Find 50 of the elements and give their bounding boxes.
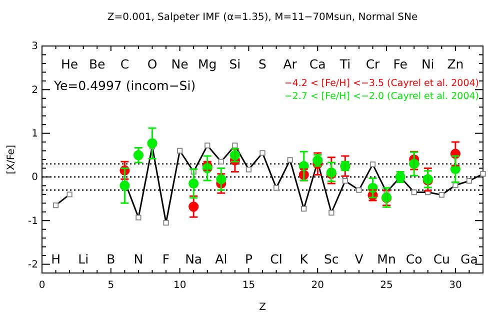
annotation: Na [185,251,202,266]
annotation: Al [215,251,228,266]
annotation: K [300,251,309,266]
x-tick-label: 10 [173,280,186,292]
annotation: Sc [324,251,339,266]
y-axis-title: [X/Fe] [6,144,17,174]
annotation: Ye=0.4997 (incom−Si) [53,78,196,93]
annotation: Fe [393,56,408,72]
annotation: Ne [171,56,189,72]
annotation: Ca [309,56,326,72]
annotation: Si [229,56,241,72]
annotation: Mn [377,251,396,266]
annotation: Mg [198,56,217,72]
annotation: V [354,251,364,266]
x-axis-title: Z [259,302,266,313]
annotation: Be [88,56,106,72]
y-tick-label: 2 [32,84,38,96]
annotation: He [61,56,78,72]
annotation: Ga [460,251,478,266]
x-tick-label: 15 [242,280,256,292]
annotation: S [258,56,267,72]
annotation: Ar [283,56,298,72]
annotation: Ti [338,56,351,72]
x-tick-label: 30 [449,280,462,292]
annotation: F [162,251,170,266]
annotation: H [51,251,60,266]
x-tick-label: 5 [108,280,114,292]
annotation: Co [406,251,422,266]
annotation: Cu [433,251,450,266]
text: −4.2 < [Fe/H] <−3.5 (Cayrel et al. 2004) [284,78,479,89]
annotation: Ni [421,56,434,72]
annotation: Cr [366,56,381,72]
y-tick-label: 0 [32,172,38,184]
x-tick-label: 25 [380,280,393,292]
annotation: Zn [447,56,464,72]
annotation: P [244,251,253,266]
y-tick-label: -2 [28,259,38,270]
x-tick-label: 0 [38,280,46,292]
annotation: O [147,56,158,72]
x-tick-label: 20 [311,280,324,292]
y-tick-label: 1 [32,128,38,140]
annotation: Cl [270,251,282,266]
annotation: B [106,251,116,266]
chart-title: Z=0.001, Salpeter IMF (α=1.35), M=11−70Msun, Normal SNe [107,12,418,23]
y-tick-label: 3 [32,41,38,52]
text: −2.7 < [Fe/H] <−2.0 (Cayrel et al. 2004) [284,91,479,102]
y-tick-label: -1 [28,216,38,227]
annotation: N [134,251,144,266]
annotation: Li [78,251,89,266]
annotation: C [120,56,130,72]
